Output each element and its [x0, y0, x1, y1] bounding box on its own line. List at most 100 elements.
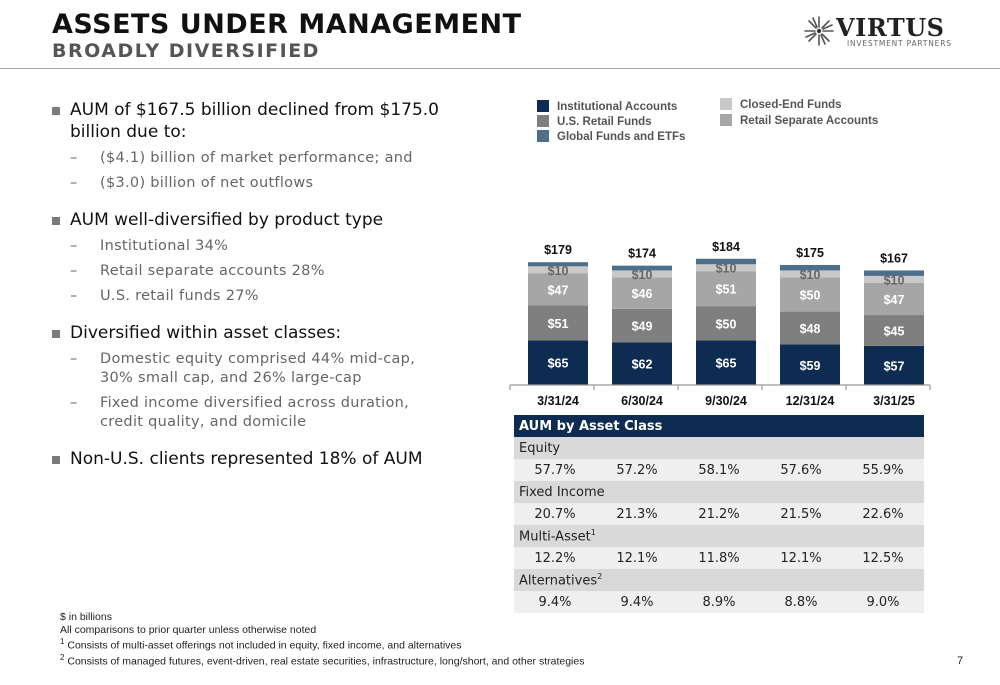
dash-icon: – — [70, 351, 78, 367]
bar-segment — [696, 306, 756, 341]
table-cell: 57.7% — [514, 459, 596, 481]
bullet-asset-classes: Diversified within asset classes: — [52, 322, 452, 344]
square-bullet-icon — [52, 330, 60, 338]
bar-segment — [696, 258, 756, 265]
bar-segment — [780, 344, 840, 385]
header-divider — [0, 68, 1000, 69]
square-bullet-icon — [52, 107, 60, 115]
category-label: Multi-Asset1 — [514, 525, 924, 547]
table-cell: 12.2% — [514, 547, 596, 569]
bar-value-label: $10 — [884, 273, 905, 287]
bar-value-label: $65 — [548, 357, 569, 371]
square-bullet-icon — [52, 456, 60, 464]
bar-value-label: $59 — [800, 359, 821, 373]
bar-segment — [696, 264, 756, 272]
legend-label: Institutional Accounts — [557, 101, 677, 113]
key-points: AUM of $167.5 billion declined from $175… — [52, 99, 452, 476]
bar-segment — [780, 270, 840, 278]
table-cell: 55.9% — [842, 459, 924, 481]
bar-segment — [612, 342, 672, 385]
sub-bullet: – ($3.0) billion of net outflows — [52, 174, 452, 193]
bar-value-label: $10 — [548, 264, 569, 278]
bullet-text: Diversified within asset classes: — [70, 323, 342, 343]
bar-segment — [528, 340, 588, 385]
table-cell: 57.6% — [760, 459, 842, 481]
bar-total-label: $184 — [712, 240, 740, 254]
footnote-2: 2 Consists of managed futures, event-dri… — [60, 653, 585, 668]
square-bullet-icon — [52, 217, 60, 225]
table-row: 9.4% 9.4% 8.9% 8.8% 9.0% — [514, 591, 924, 613]
bar-value-label: $10 — [800, 268, 821, 282]
bar-segment — [612, 277, 672, 309]
legend-swatch — [537, 130, 549, 142]
bar-segment — [528, 266, 588, 274]
sub-bullet-text: Domestic equity comprised 44% mid-cap, 3… — [100, 351, 416, 386]
bar-value-label: $50 — [716, 317, 737, 331]
sub-bullet-text: Fixed income diversified across duration… — [100, 395, 410, 430]
x-tick-label: 12/31/24 — [786, 394, 835, 408]
dash-icon: – — [70, 263, 78, 279]
sub-bullet: – Institutional 34% — [52, 237, 452, 256]
table-cell: 21.2% — [678, 503, 760, 525]
legend-swatch — [720, 114, 732, 126]
virtus-logo: VIRTUS INVESTMENT PARTNERS — [803, 13, 955, 51]
legend-swatch — [720, 98, 732, 110]
dash-icon: – — [70, 288, 78, 304]
table-cell: 9.0% — [842, 591, 924, 613]
legend-label: Closed-End Funds — [740, 99, 842, 111]
bullet-text: AUM of $167.5 billion declined from $175… — [70, 100, 440, 142]
sub-bullet: – Retail separate accounts 28% — [52, 262, 452, 281]
bar-value-label: $47 — [548, 283, 569, 297]
bar-segment — [780, 277, 840, 312]
bar-value-label: $47 — [884, 293, 905, 307]
bar-value-label: $51 — [716, 283, 737, 297]
table-category-row: Multi-Asset1 — [514, 525, 924, 547]
table-cell: 12.5% — [842, 547, 924, 569]
bar-segment — [780, 311, 840, 345]
page-subtitle: BROADLY DIVERSIFIED — [52, 40, 320, 62]
bullet-product-type: AUM well-diversified by product type — [52, 209, 452, 231]
table-cell: 57.2% — [596, 459, 678, 481]
bullet-non-us-clients: Non-U.S. clients represented 18% of AUM — [52, 448, 452, 470]
bar-value-label: $65 — [716, 357, 737, 371]
table-row: 12.2% 12.1% 11.8% 12.1% 12.5% — [514, 547, 924, 569]
bar-total-label: $174 — [628, 247, 656, 261]
dash-icon: – — [70, 175, 78, 191]
logo-wordmark: VIRTUS — [836, 13, 945, 42]
legend-label: U.S. Retail Funds — [557, 116, 652, 128]
table-row: 20.7% 21.3% 21.2% 21.5% 22.6% — [514, 503, 924, 525]
sub-bullet-text: U.S. retail funds 27% — [100, 288, 259, 304]
table-cell: 20.7% — [514, 503, 596, 525]
bullet-text: AUM well-diversified by product type — [70, 210, 384, 230]
table-cell: 8.9% — [678, 591, 760, 613]
table-category-row: Equity — [514, 437, 924, 459]
bar-segment — [864, 275, 924, 283]
x-tick-label: 3/31/25 — [873, 394, 915, 408]
sub-bullet: – Domestic equity comprised 44% mid-cap, … — [52, 350, 452, 388]
sub-bullet-text: ($3.0) billion of net outflows — [100, 175, 314, 191]
sub-bullet: – Fixed income diversified across duratio… — [52, 394, 452, 432]
table-cell: 21.3% — [596, 503, 678, 525]
page-number: 7 — [957, 655, 964, 667]
bar-value-label: $46 — [632, 287, 653, 301]
x-tick-label: 9/30/24 — [705, 394, 747, 408]
table-cell: 22.6% — [842, 503, 924, 525]
aum-stacked-bar-chart: Institutional Accounts U.S. Retail Funds G… — [509, 98, 931, 408]
logo-tagline: INVESTMENT PARTNERS — [847, 39, 952, 48]
legend-label: Global Funds and ETFs — [557, 131, 685, 143]
bar-segment — [612, 308, 672, 343]
footnotes: $ in billions All comparisons to prior q… — [60, 611, 584, 668]
bar-value-label: $48 — [800, 322, 821, 336]
table-row: 57.7% 57.2% 58.1% 57.6% 55.9% — [514, 459, 924, 481]
dash-icon: – — [70, 238, 78, 254]
bar-value-label: $50 — [800, 288, 821, 302]
bar-segment — [780, 264, 840, 271]
x-tick-label: 6/30/24 — [621, 394, 663, 408]
table-cell: 11.8% — [678, 547, 760, 569]
x-tick-label: 3/31/24 — [537, 394, 579, 408]
bar-value-label: $49 — [632, 320, 653, 334]
bar-value-label: $10 — [716, 262, 737, 276]
sub-bullet-text: ($4.1) billion of market performance; an… — [100, 150, 413, 166]
bar-segment — [612, 265, 672, 271]
bar-segment — [528, 273, 588, 306]
